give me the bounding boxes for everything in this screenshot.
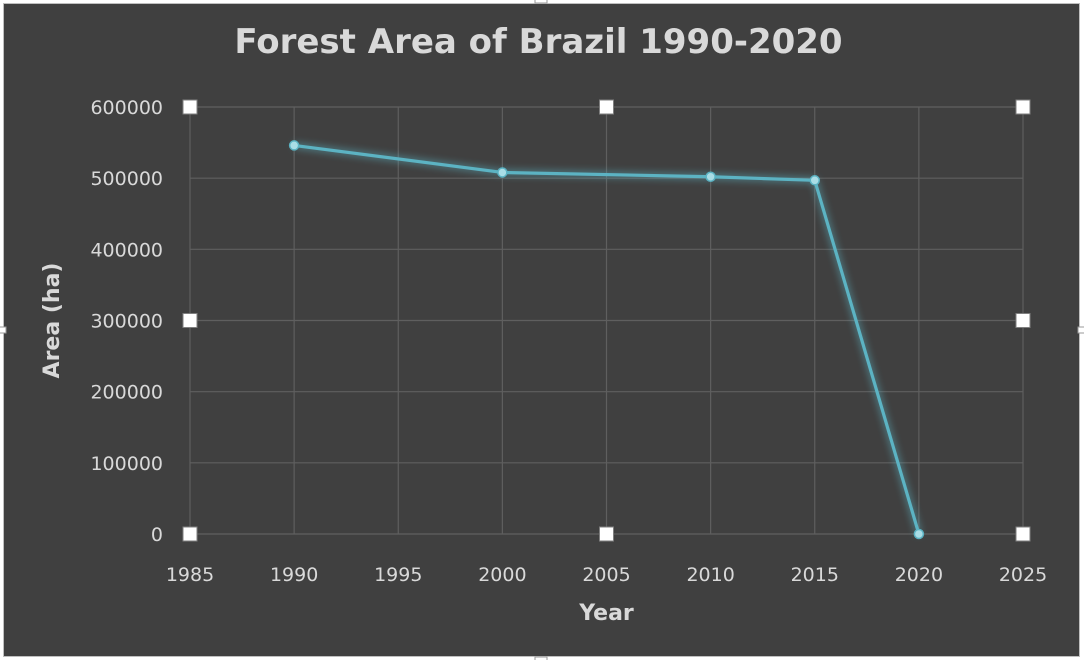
y-tick-label: 400000	[90, 239, 163, 261]
resize-handle[interactable]	[599, 526, 614, 542]
y-tick-label: 200000	[90, 382, 163, 404]
chart-title: Forest Area of Brazil 1990-2020	[234, 22, 843, 62]
x-tick-label: 2015	[791, 564, 839, 586]
resize-handle[interactable]	[1015, 99, 1031, 115]
resize-handle[interactable]	[182, 99, 198, 115]
chart-edge-handle[interactable]	[534, 0, 548, 4]
x-tick-label: 2000	[478, 564, 526, 586]
resize-handle[interactable]	[182, 313, 198, 328]
resize-handle[interactable]	[1015, 526, 1031, 542]
x-tick-label: 1995	[374, 564, 422, 586]
resize-handle[interactable]	[182, 526, 198, 542]
y-tick-label: 500000	[90, 168, 163, 190]
x-tick-label: 2010	[686, 564, 734, 586]
chart-edge-handle[interactable]	[534, 656, 548, 660]
y-tick-label: 600000	[90, 97, 163, 119]
tick-labels: 1985 1990 1995 2000 2005 2010 2015 2020 2025 0 100…	[90, 97, 1047, 586]
x-tick-label: 1985	[166, 564, 214, 586]
data-point[interactable]	[497, 167, 508, 178]
chart-edge-handle[interactable]	[1077, 326, 1084, 334]
resize-handle[interactable]	[1015, 313, 1031, 328]
gridlines	[189, 106, 1024, 535]
x-tick-label: 1990	[270, 564, 318, 586]
y-axis-title: Area (ha)	[40, 263, 65, 379]
data-point[interactable]	[705, 171, 716, 182]
x-axis-title: Year	[578, 601, 634, 626]
series-line-group	[288, 140, 925, 540]
x-tick-label: 2005	[582, 564, 630, 586]
resize-handle[interactable]	[599, 99, 614, 115]
chart-edge-handle[interactable]	[0, 326, 7, 334]
y-tick-label: 100000	[90, 453, 163, 475]
data-point[interactable]	[288, 140, 300, 151]
x-tick-label: 2020	[895, 564, 943, 586]
y-tick-label: 300000	[90, 311, 163, 333]
data-point[interactable]	[913, 528, 925, 540]
data-point[interactable]	[809, 175, 820, 186]
x-tick-label: 2025	[999, 564, 1047, 586]
y-tick-label: 0	[151, 524, 163, 546]
